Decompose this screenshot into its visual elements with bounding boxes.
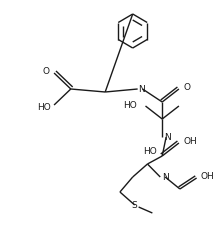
Text: N: N: [164, 133, 171, 142]
Text: O: O: [184, 83, 191, 92]
Text: S: S: [132, 201, 138, 210]
Text: OH: OH: [201, 172, 214, 181]
Text: HO: HO: [123, 101, 137, 110]
Text: N: N: [139, 85, 145, 94]
Text: N: N: [162, 173, 169, 182]
Text: HO: HO: [143, 147, 157, 156]
Text: OH: OH: [184, 137, 198, 146]
Text: O: O: [42, 67, 49, 76]
Text: HO: HO: [37, 103, 51, 112]
